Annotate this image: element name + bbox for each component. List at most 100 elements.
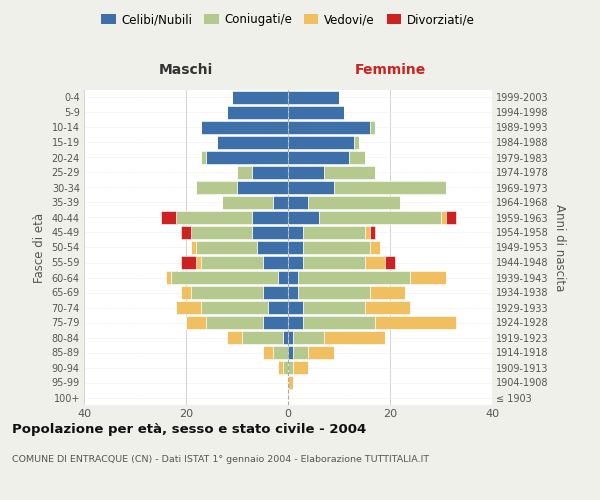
Bar [288, 256, 304, 268]
Bar [308, 346, 334, 358]
Bar [186, 316, 206, 328]
Bar [288, 226, 304, 238]
Y-axis label: Anni di nascita: Anni di nascita [553, 204, 566, 291]
Bar [298, 272, 410, 283]
Y-axis label: Fasce di età: Fasce di età [33, 212, 46, 282]
Bar [446, 212, 457, 224]
Bar [257, 242, 288, 254]
Bar [242, 332, 283, 344]
Bar [181, 226, 191, 238]
Bar [324, 166, 375, 178]
Bar [288, 302, 304, 314]
Bar [253, 226, 288, 238]
Bar [202, 152, 206, 164]
Bar [288, 92, 339, 104]
Bar [288, 286, 298, 298]
Bar [278, 362, 283, 374]
Bar [171, 272, 278, 283]
Bar [308, 196, 400, 208]
Bar [288, 196, 308, 208]
Bar [191, 242, 196, 254]
Bar [227, 106, 288, 118]
Bar [441, 212, 446, 224]
Bar [176, 212, 253, 224]
Bar [288, 272, 298, 283]
Bar [227, 332, 242, 344]
Bar [196, 256, 202, 268]
Bar [304, 316, 375, 328]
Bar [237, 166, 253, 178]
Bar [288, 242, 304, 254]
Bar [385, 256, 395, 268]
Bar [196, 182, 237, 194]
Bar [370, 122, 375, 134]
Bar [202, 302, 268, 314]
Text: Popolazione per età, sesso e stato civile - 2004: Popolazione per età, sesso e stato civil… [12, 422, 366, 436]
Bar [288, 106, 344, 118]
Bar [304, 242, 370, 254]
Bar [288, 166, 324, 178]
Bar [288, 152, 349, 164]
Bar [288, 346, 293, 358]
Bar [273, 346, 288, 358]
Bar [298, 286, 370, 298]
Bar [161, 212, 176, 224]
Bar [222, 196, 273, 208]
Bar [288, 316, 304, 328]
Bar [237, 182, 288, 194]
Bar [191, 226, 253, 238]
Bar [288, 362, 293, 374]
Bar [288, 122, 370, 134]
Bar [202, 122, 288, 134]
Bar [253, 212, 288, 224]
Bar [273, 196, 288, 208]
Bar [288, 136, 355, 148]
Bar [206, 152, 288, 164]
Bar [319, 212, 441, 224]
Bar [410, 272, 446, 283]
Bar [355, 136, 359, 148]
Bar [365, 302, 410, 314]
Bar [304, 226, 365, 238]
Bar [293, 332, 324, 344]
Bar [370, 286, 406, 298]
Legend: Celibi/Nubili, Coniugati/e, Vedovi/e, Divorziati/e: Celibi/Nubili, Coniugati/e, Vedovi/e, Di… [97, 8, 479, 31]
Bar [283, 362, 288, 374]
Bar [365, 226, 370, 238]
Bar [253, 166, 288, 178]
Bar [288, 212, 319, 224]
Bar [176, 302, 202, 314]
Bar [191, 286, 263, 298]
Bar [202, 256, 263, 268]
Bar [365, 256, 385, 268]
Bar [232, 92, 288, 104]
Text: Maschi: Maschi [159, 64, 213, 78]
Bar [166, 272, 171, 283]
Bar [268, 302, 288, 314]
Bar [263, 256, 288, 268]
Bar [304, 302, 365, 314]
Bar [288, 182, 334, 194]
Text: COMUNE DI ENTRACQUE (CN) - Dati ISTAT 1° gennaio 2004 - Elaborazione TUTTITALIA.: COMUNE DI ENTRACQUE (CN) - Dati ISTAT 1°… [12, 455, 429, 464]
Bar [288, 332, 293, 344]
Bar [304, 256, 365, 268]
Bar [349, 152, 365, 164]
Bar [181, 256, 196, 268]
Bar [375, 316, 457, 328]
Bar [217, 136, 288, 148]
Bar [324, 332, 385, 344]
Bar [263, 346, 273, 358]
Bar [181, 286, 191, 298]
Bar [206, 316, 263, 328]
Bar [263, 316, 288, 328]
Bar [334, 182, 446, 194]
Bar [370, 242, 380, 254]
Bar [263, 286, 288, 298]
Bar [283, 332, 288, 344]
Text: Femmine: Femmine [355, 64, 425, 78]
Bar [288, 376, 293, 388]
Bar [370, 226, 375, 238]
Bar [196, 242, 257, 254]
Bar [278, 272, 288, 283]
Bar [293, 362, 308, 374]
